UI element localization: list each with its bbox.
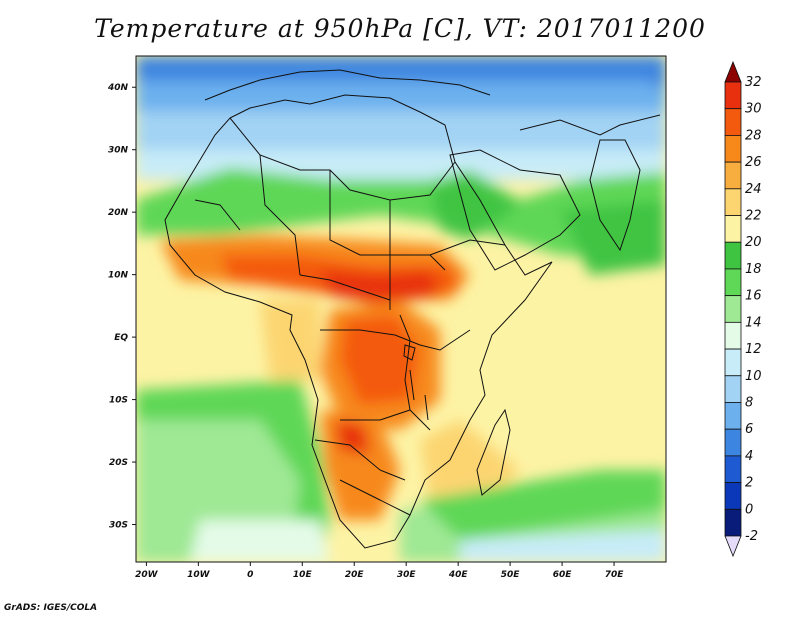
colorbar-top-triangle	[724, 60, 742, 83]
x-tick-label: 10E	[293, 570, 313, 580]
y-tick-label: 10N	[108, 271, 129, 281]
colorbar-label: 20	[745, 235, 762, 250]
colorbar-segment	[724, 188, 742, 216]
x-tick-label: 60E	[553, 570, 573, 580]
colorbar-segment	[724, 508, 742, 537]
colorbar-segment	[724, 135, 742, 163]
coastlines	[164, 69, 661, 549]
x-tick-label: 30E	[397, 570, 417, 580]
chart-title: Temperature at 950hPa [C], VT: 201701120…	[94, 14, 706, 43]
colorbar-label: 30	[745, 102, 762, 117]
y-tick-label: 30S	[109, 521, 128, 531]
y-tick-label: 20S	[109, 458, 128, 468]
colorbar-segment	[724, 215, 742, 243]
colorbar-segment	[724, 161, 742, 190]
colorbar-label: 16	[745, 289, 762, 304]
colorbar-label: 24	[745, 182, 762, 197]
colorbar-label: 18	[745, 262, 762, 277]
colorbar-label: 22	[745, 209, 762, 224]
y-tick-label: 40N	[107, 83, 129, 93]
colorbar-bottom-triangle	[724, 535, 742, 558]
colorbar-segment	[724, 268, 742, 297]
colorbar-segment	[724, 428, 742, 457]
colorbar-label: 12	[745, 342, 762, 357]
colorbar-label: -2	[745, 529, 758, 544]
x-axis: 20W 10W 0 10E 20E 30E 40E 50E 60E 70E	[135, 562, 624, 580]
y-tick-label: 10S	[109, 396, 128, 406]
colorbar-segment	[724, 108, 742, 136]
colorbar-segment	[724, 321, 742, 350]
y-tick-label: 30N	[108, 146, 129, 156]
credit-text: GrADS: IGES/COLA	[4, 603, 98, 613]
colorbar-segment	[724, 295, 742, 323]
colorbar-label: 4	[745, 449, 753, 464]
x-tick-label: 20E	[345, 570, 365, 580]
x-tick-label: 70E	[605, 570, 625, 580]
x-tick-label: 10W	[187, 570, 211, 580]
colorbar-label: 28	[745, 128, 762, 143]
colorbar-label: 10	[745, 369, 762, 384]
colorbar-segment	[724, 348, 742, 377]
colorbar-segment	[724, 241, 742, 270]
colorbar-segment	[724, 375, 742, 403]
colorbar-label: 8	[745, 395, 753, 410]
x-tick-label: 50E	[501, 570, 521, 580]
colorbar-label: 14	[745, 315, 762, 330]
y-axis: 40N 30N 20N 10N EQ 10S 20S 30S	[107, 83, 136, 531]
colorbar-label: 0	[745, 502, 753, 517]
colorbar-segment	[724, 81, 742, 110]
colorbar-segment	[724, 482, 742, 510]
x-tick-label: 0	[247, 570, 253, 580]
colorbar-segment	[724, 455, 742, 483]
colorbar-label: 6	[745, 422, 753, 437]
y-tick-label: EQ	[114, 333, 128, 343]
map-frame	[135, 55, 667, 563]
colorbar-label: 2	[745, 476, 753, 491]
colorbar-label: 32	[745, 75, 762, 90]
colorbar-segment	[724, 402, 742, 430]
x-tick-label: 40E	[448, 570, 469, 580]
y-tick-label: 20N	[108, 208, 129, 218]
x-tick-label: 20W	[135, 570, 159, 580]
colorbar-label: 26	[745, 155, 762, 170]
temperature-field	[136, 56, 666, 562]
